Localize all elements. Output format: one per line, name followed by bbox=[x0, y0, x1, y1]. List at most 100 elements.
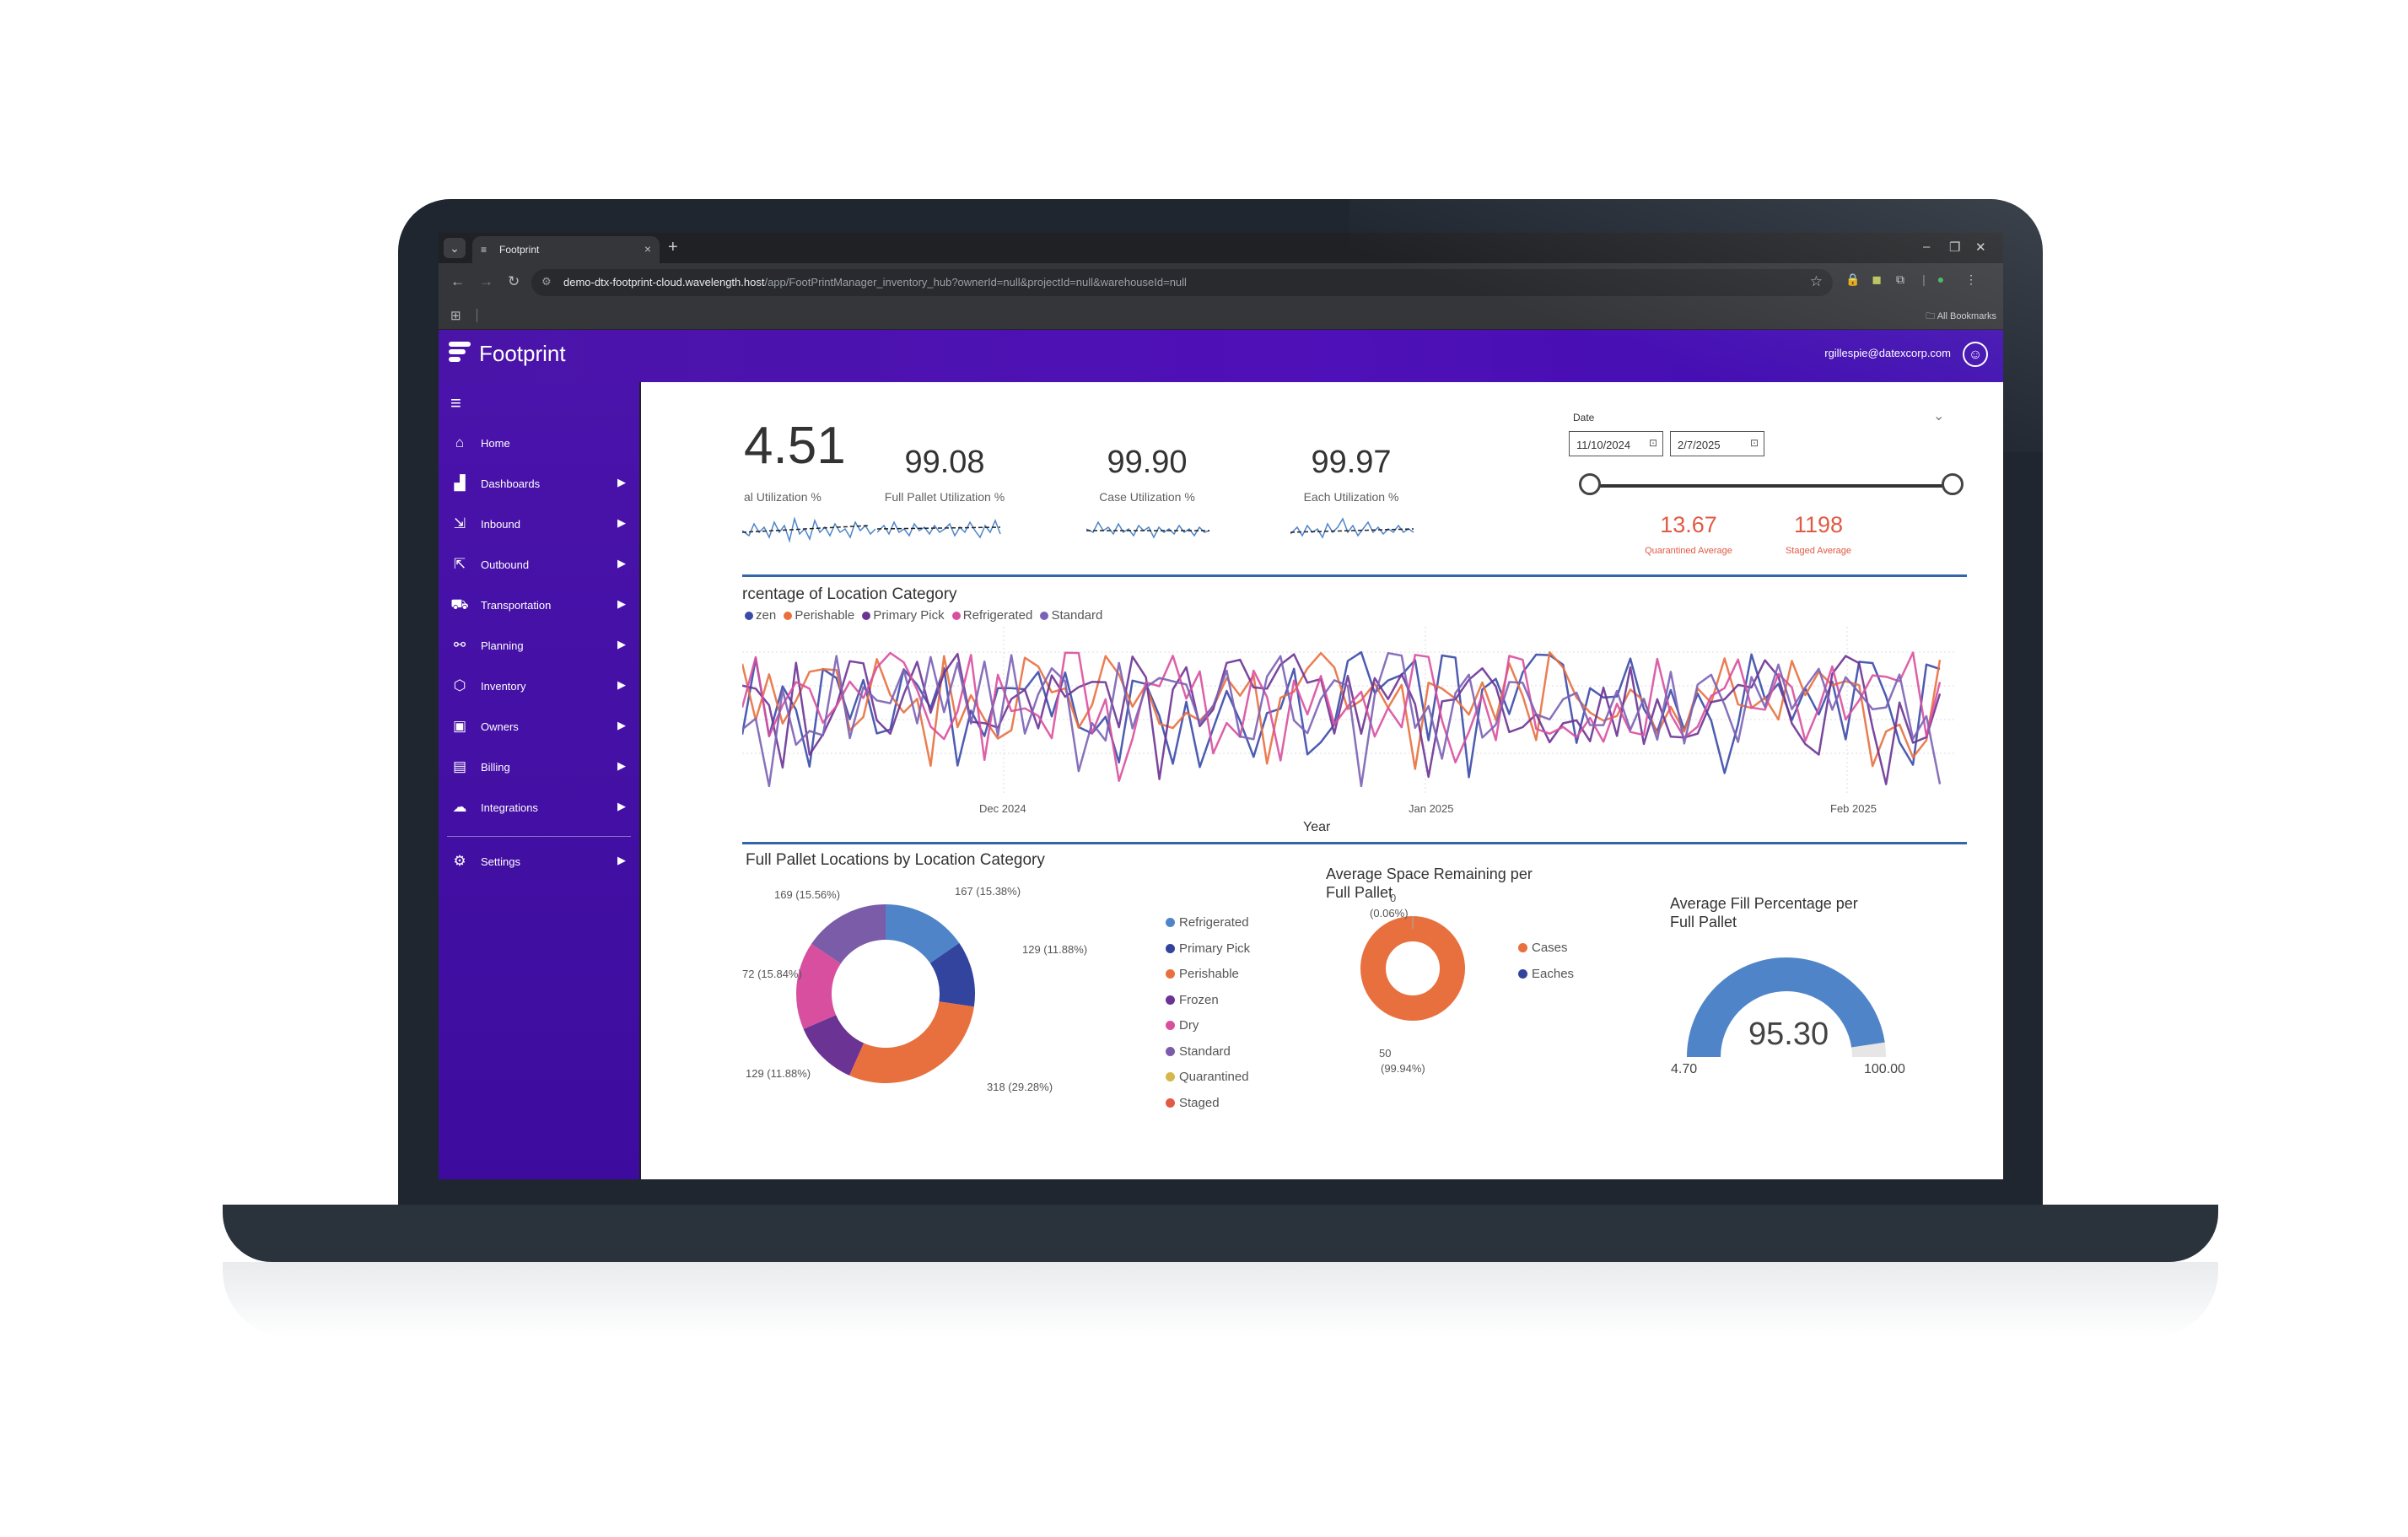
sidebar-item-outbound[interactable]: ⇱ Outbound ▶ bbox=[439, 546, 639, 586]
extension-icon[interactable]: ⧉ bbox=[1896, 272, 1904, 286]
start-date-field[interactable]: 11/10/2024 ⊡ bbox=[1569, 431, 1663, 456]
sidebar-item-transportation[interactable]: ⛟ Transportation ▶ bbox=[439, 586, 639, 627]
slider-start-handle[interactable] bbox=[1579, 473, 1601, 495]
lock-extension-icon[interactable]: 🔒 bbox=[1845, 272, 1861, 286]
fill-gauge[interactable] bbox=[1668, 943, 1904, 1070]
legend-item[interactable]: Primary Pick bbox=[1166, 941, 1250, 968]
legend-dot bbox=[1166, 1097, 1175, 1108]
sparkline-total bbox=[742, 516, 876, 543]
sidebar-item-owners[interactable]: ▣ Owners ▶ bbox=[439, 708, 639, 748]
sparkline-full-pallet bbox=[877, 518, 1001, 539]
close-window-icon[interactable]: ✕ bbox=[1975, 240, 1986, 255]
legend-item[interactable]: Dry bbox=[1166, 1018, 1250, 1044]
forward-icon[interactable]: → bbox=[479, 273, 493, 289]
sidebar-item-label: Dashboards bbox=[481, 477, 541, 490]
donut-slice[interactable] bbox=[849, 1001, 974, 1083]
series-line[interactable] bbox=[742, 651, 1942, 782]
series-line[interactable] bbox=[742, 651, 1942, 788]
legend-item[interactable]: Standard bbox=[1036, 608, 1102, 623]
sidebar-item-label: Integrations bbox=[481, 801, 538, 814]
donut-slice[interactable] bbox=[886, 904, 960, 963]
all-bookmarks[interactable]: 🗀 All Bookmarks bbox=[1926, 309, 1996, 325]
kpi-each-value: 99.97 bbox=[1311, 445, 1392, 480]
legend-item[interactable]: Refrigerated bbox=[948, 608, 1032, 623]
sidebar-item-label: Planning bbox=[481, 639, 524, 652]
profile-icon[interactable]: ● bbox=[1937, 272, 1945, 286]
space-donut-chart[interactable] bbox=[1358, 914, 1468, 1023]
chevron-right-icon: ▶ bbox=[617, 854, 626, 866]
sidebar: ≡ ⌂ Home ▟ Dashboards ▶ ⇲ Inbound ▶ ⇱ Ou… bbox=[439, 382, 639, 1179]
legend-item[interactable]: Primary Pick bbox=[858, 608, 945, 623]
legend-item[interactable]: zen bbox=[741, 608, 776, 623]
sidebar-item-inventory[interactable]: ⬡ Inventory ▶ bbox=[439, 667, 639, 708]
legend-item[interactable]: Staged bbox=[1166, 1096, 1250, 1122]
sidebar-item-planning[interactable]: ⚯ Planning ▶ bbox=[439, 627, 639, 667]
legend-item[interactable]: Standard bbox=[1166, 1044, 1250, 1071]
gauge-min: 4.70 bbox=[1671, 1062, 1698, 1076]
legend-item[interactable]: Frozen bbox=[1166, 993, 1250, 1019]
sidebar-item-label: Inventory bbox=[481, 680, 526, 693]
star-icon[interactable]: ☆ bbox=[1809, 273, 1823, 289]
new-tab-icon[interactable]: + bbox=[668, 238, 678, 256]
sidebar-item-settings[interactable]: ⚙ Settings ▶ bbox=[439, 843, 639, 883]
restore-icon[interactable]: ❐ bbox=[1949, 240, 1961, 255]
user-avatar-icon[interactable]: ☺ bbox=[1963, 342, 1988, 367]
legend-item[interactable]: Refrigerated bbox=[1166, 915, 1250, 941]
menu-icon[interactable]: ≡ bbox=[450, 392, 461, 413]
end-date-field[interactable]: 2/7/2025 ⊡ bbox=[1670, 431, 1764, 456]
legend-item[interactable]: Cases bbox=[1518, 941, 1574, 967]
quarantined-average-label: Quarantined Average bbox=[1645, 546, 1732, 556]
line-chart-plot[interactable] bbox=[742, 627, 1957, 795]
back-icon[interactable]: ← bbox=[450, 273, 465, 289]
donut-slice[interactable] bbox=[929, 942, 976, 1007]
cases-slice[interactable] bbox=[1360, 916, 1465, 1021]
slider-end-handle[interactable] bbox=[1942, 473, 1964, 495]
sidebar-item-home[interactable]: ⌂ Home bbox=[439, 424, 639, 465]
gauge-max: 100.00 bbox=[1864, 1062, 1905, 1076]
sidebar-item-integrations[interactable]: ☁ Integrations ▶ bbox=[439, 789, 639, 829]
sidebar-item-dashboards[interactable]: ▟ Dashboards ▶ bbox=[439, 465, 639, 505]
sidebar-item-label: Inbound bbox=[481, 518, 520, 531]
donut-slice[interactable] bbox=[795, 943, 841, 1029]
browser-toolbar: ← → ↻ ⚙ demo-dtx-footprint-cloud.wavelen… bbox=[439, 263, 2003, 302]
footprint-logo-icon[interactable] bbox=[449, 342, 471, 362]
user-email: rgillespie@datexcorp.com bbox=[1824, 347, 1951, 359]
legend-label: Refrigerated bbox=[1179, 915, 1249, 930]
calendar-icon[interactable]: ⊡ bbox=[1749, 437, 1759, 449]
extension-badge-icon[interactable]: ◼ bbox=[1872, 272, 1882, 286]
legend-item[interactable]: Perishable bbox=[779, 608, 854, 623]
chevron-down-icon[interactable]: ⌄ bbox=[1933, 409, 1945, 423]
legend-label: Frozen bbox=[1179, 992, 1219, 1007]
slice-label: 167 (15.38%) bbox=[955, 885, 1021, 898]
minimize-icon[interactable]: – bbox=[1923, 240, 1931, 254]
tab-search-icon[interactable]: ⌄ bbox=[444, 238, 466, 258]
start-date-value: 11/10/2024 bbox=[1576, 439, 1631, 451]
address-bar[interactable]: ⚙ demo-dtx-footprint-cloud.wavelength.ho… bbox=[531, 269, 1833, 296]
donut-chart[interactable] bbox=[768, 880, 1004, 1099]
series-line[interactable] bbox=[742, 652, 1942, 785]
legend-dot bbox=[745, 612, 753, 620]
all-bookmarks-label: All Bookmarks bbox=[1937, 311, 1996, 321]
legend-label: Eaches bbox=[1532, 966, 1575, 981]
donut-slice[interactable] bbox=[811, 904, 886, 964]
legend-item[interactable]: Eaches bbox=[1518, 967, 1574, 993]
brand-name[interactable]: Footprint bbox=[479, 341, 566, 366]
series-line[interactable] bbox=[742, 650, 1942, 770]
legend-label: Primary Pick bbox=[873, 608, 945, 623]
browser-tab[interactable]: ≡ Footprint × bbox=[472, 236, 660, 263]
kpi-total-value: 4.51 bbox=[744, 417, 846, 475]
more-icon[interactable]: ⋮ bbox=[1965, 272, 1977, 286]
legend-item[interactable]: Quarantined bbox=[1166, 1070, 1250, 1096]
sidebar-item-billing[interactable]: ▤ Billing ▶ bbox=[439, 748, 639, 789]
sidebar-item-inbound[interactable]: ⇲ Inbound ▶ bbox=[439, 505, 639, 546]
site-info-icon[interactable]: ⚙ bbox=[541, 275, 552, 288]
reload-icon[interactable]: ↻ bbox=[508, 273, 520, 289]
tab-close-icon[interactable]: × bbox=[644, 242, 651, 256]
laptop-base bbox=[223, 1205, 2218, 1262]
legend-label: Staged bbox=[1179, 1095, 1220, 1110]
donut-slice[interactable] bbox=[803, 1015, 865, 1076]
date-range-slider[interactable] bbox=[1590, 484, 1953, 488]
apps-icon[interactable]: ⊞ bbox=[450, 309, 461, 323]
legend-item[interactable]: Perishable bbox=[1166, 967, 1250, 993]
calendar-icon[interactable]: ⊡ bbox=[1648, 437, 1657, 449]
